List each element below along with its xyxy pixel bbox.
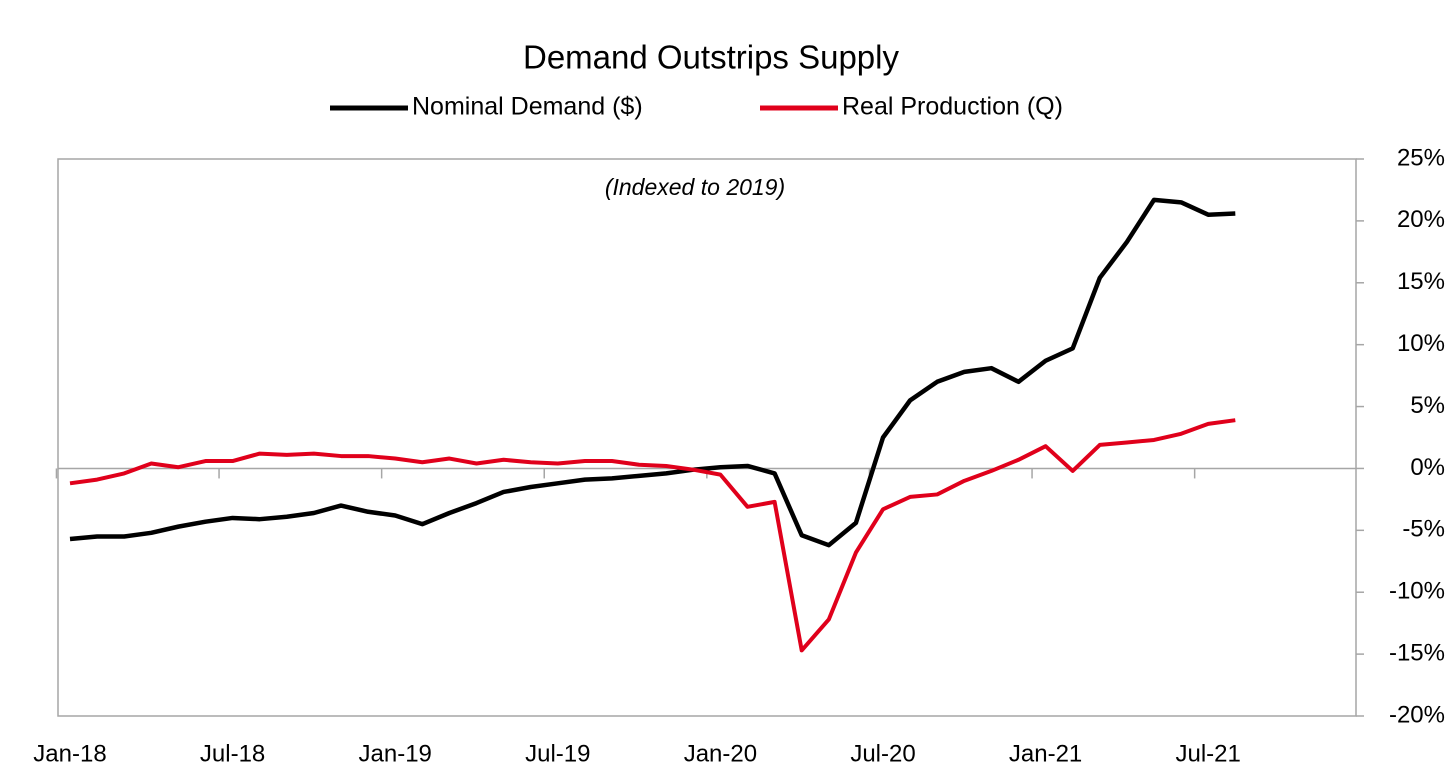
data-line: [69, 197, 1236, 548]
legend-label: Nominal Demand ($): [412, 93, 643, 121]
y-tick-label: -10%: [1389, 578, 1445, 605]
y-tick-label: 10%: [1397, 330, 1445, 357]
y-tick-label: 15%: [1397, 268, 1445, 295]
x-tick-label: Jan-18: [33, 740, 106, 767]
chart-title: Demand Outstrips Supply: [523, 39, 900, 76]
y-tick-label: 20%: [1397, 206, 1445, 233]
x-tick-label: Jan-21: [1009, 740, 1082, 767]
x-tick-label: Jan-19: [359, 740, 432, 767]
annotation: (Indexed to 2019): [605, 174, 785, 200]
x-tick-label: Jul-21: [1176, 740, 1241, 767]
x-tick-label: Jul-20: [850, 740, 915, 767]
data-line: [69, 418, 1236, 653]
legend-label: Real Production (Q): [842, 93, 1063, 121]
y-tick-label: 0%: [1410, 454, 1445, 481]
plot-frame: [57, 158, 1357, 717]
x-tick-label: Jul-18: [200, 740, 265, 767]
y-tick-label: 25%: [1397, 144, 1445, 171]
y-tick-label: -15%: [1389, 639, 1445, 666]
y-tick-label: -20%: [1389, 701, 1445, 728]
x-tick-label: Jul-19: [525, 740, 590, 767]
x-tick-label: Jan-20: [684, 740, 757, 767]
y-tick-label: -5%: [1402, 516, 1445, 543]
y-tick-label: 5%: [1410, 392, 1445, 419]
